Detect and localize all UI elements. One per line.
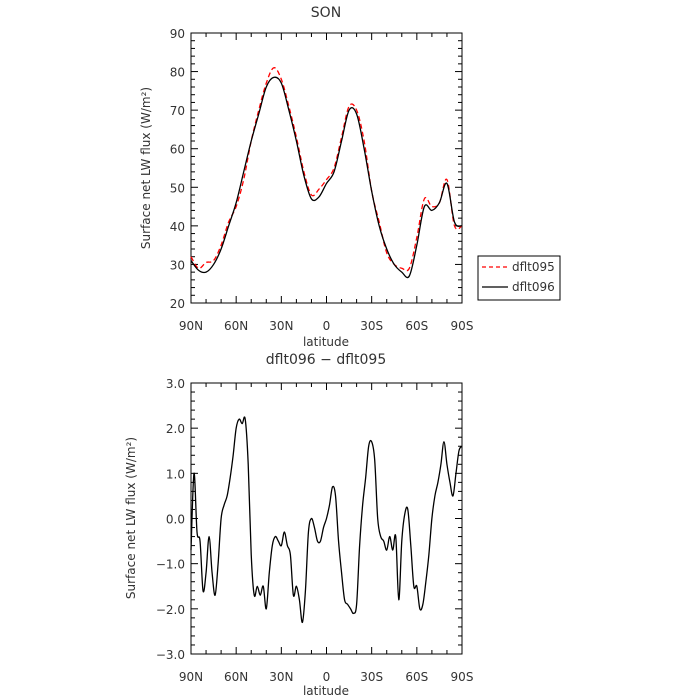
- y-tick-label-bottom: −2.0: [156, 603, 185, 617]
- y-tick-label-top: 50: [170, 181, 185, 195]
- x-tick-label-bottom: 0: [323, 670, 331, 684]
- x-axis-label-bottom: latitude: [303, 684, 349, 698]
- series-line-dflt096: [190, 76, 463, 279]
- legend-box: [477, 255, 561, 301]
- x-tick-label-top: 0: [323, 319, 331, 333]
- y-tick-label-top: 80: [170, 66, 185, 80]
- x-axis-label-top: latitude: [303, 335, 349, 349]
- x-tick-label-top: 30S: [360, 319, 383, 333]
- x-tick-label-top: 60N: [224, 319, 248, 333]
- series-lines-top: [190, 67, 463, 279]
- panel-top: SON latitude Surface net LW flux (W/m²) …: [139, 5, 561, 349]
- y-axis-label-bottom: Surface net LW flux (W/m²): [124, 437, 138, 599]
- y-tick-label-bottom: 1.0: [166, 467, 185, 481]
- series-line-diff-0: [190, 416, 463, 624]
- series-line-dflt095: [190, 67, 463, 272]
- y-tick-label-top: 60: [170, 143, 185, 157]
- series-lines-bottom: [190, 416, 463, 624]
- y-axis-label-top: Surface net LW flux (W/m²): [139, 87, 153, 249]
- y-tick-label-top: 20: [170, 297, 185, 311]
- y-tick-label-top: 30: [170, 258, 185, 272]
- legend-label-dflt095: dflt095: [512, 260, 555, 274]
- y-tick-label-top: 70: [170, 104, 185, 118]
- x-tick-label-bottom: 60S: [405, 670, 428, 684]
- x-tick-label-top: 30N: [269, 319, 293, 333]
- x-tick-label-top: 90S: [451, 319, 474, 333]
- ticks-bottom: 90N 60N 30N 0 30S 60S 90S −3.0 −2.0 −1.0 0.0 1.0 2.0…: [156, 377, 474, 684]
- x-tick-label-top: 60S: [405, 319, 428, 333]
- legend-label-dflt096: dflt096: [512, 280, 555, 294]
- y-tick-label-bottom: −1.0: [156, 558, 185, 572]
- panel-bottom: dflt096 − dflt095 latitude Surface net L…: [124, 352, 473, 698]
- y-tick-label-top: 90: [170, 27, 185, 41]
- x-tick-label-bottom: 60N: [224, 670, 248, 684]
- x-tick-label-top: 90N: [179, 319, 203, 333]
- y-tick-label-bottom: 2.0: [166, 422, 185, 436]
- x-tick-label-bottom: 30S: [360, 670, 383, 684]
- x-tick-label-bottom: 90N: [179, 670, 203, 684]
- y-tick-label-bottom: −3.0: [156, 648, 185, 662]
- y-tick-label-bottom: 0.0: [166, 513, 185, 527]
- chart-title-bottom: dflt096 − dflt095: [266, 352, 386, 368]
- legend: dflt095 dflt096: [477, 255, 561, 301]
- plot-frame-top: [190, 32, 463, 304]
- ticks-top: 90N 60N 30N 0 30S 60S 90S 20 30 40 50 60 70 80 90: [170, 27, 474, 333]
- y-tick-label-top: 40: [170, 220, 185, 234]
- x-tick-label-bottom: 90S: [451, 670, 474, 684]
- x-tick-label-bottom: 30N: [269, 670, 293, 684]
- chart-title-top: SON: [311, 5, 341, 21]
- y-tick-label-bottom: 3.0: [166, 377, 185, 391]
